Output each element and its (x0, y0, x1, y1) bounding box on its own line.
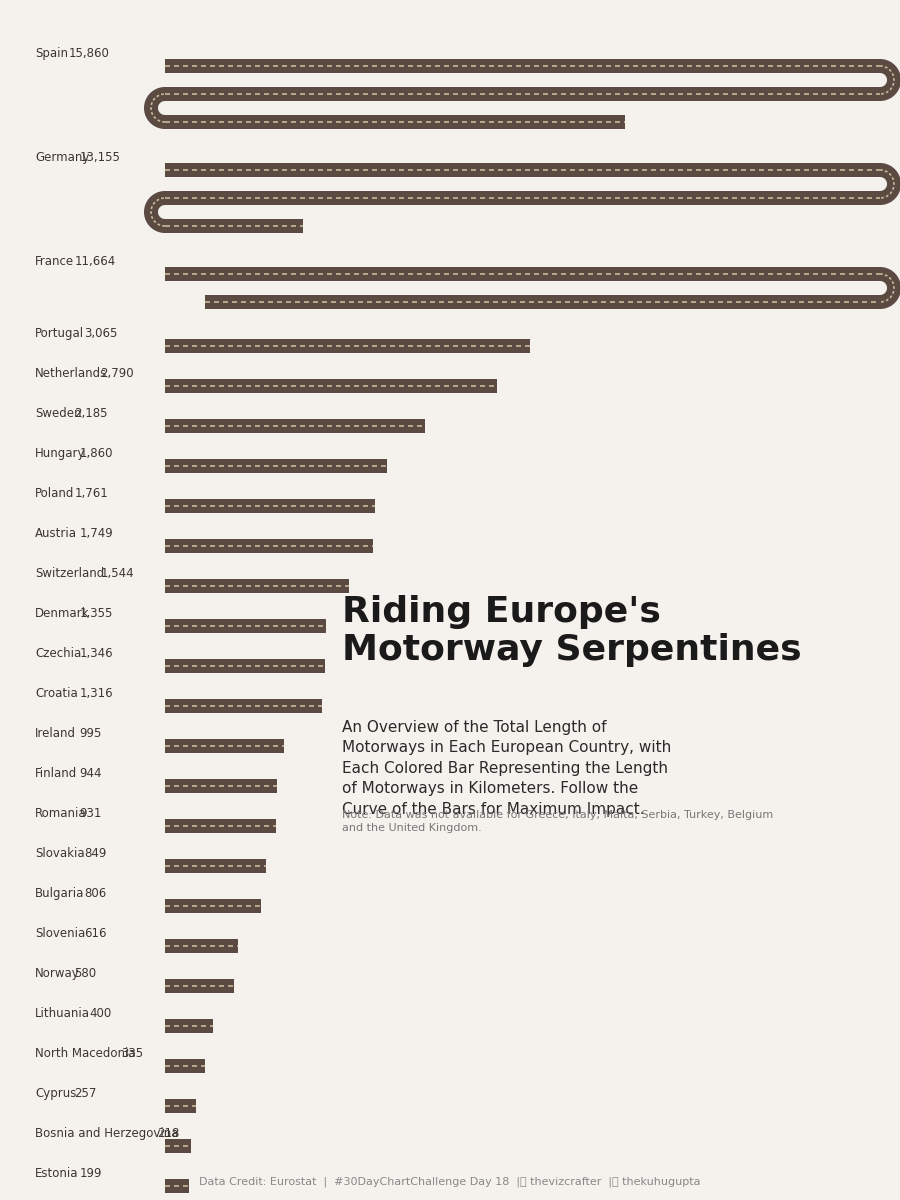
Text: Austria: Austria (35, 527, 77, 540)
Text: Ireland: Ireland (35, 727, 76, 740)
Text: 1,544: 1,544 (100, 566, 134, 580)
Bar (165, 419, 426, 433)
Text: 1,749: 1,749 (79, 527, 113, 540)
Text: 1,860: 1,860 (79, 446, 112, 460)
Bar (165, 499, 375, 514)
Bar (165, 115, 625, 128)
Text: 849: 849 (85, 847, 107, 860)
Text: Lithuania: Lithuania (35, 1007, 90, 1020)
Text: Spain: Spain (35, 47, 68, 60)
Bar (165, 578, 349, 593)
Polygon shape (880, 59, 900, 101)
Text: 13,155: 13,155 (79, 151, 121, 164)
Text: Data Credit: Eurostat  |  #30DayChartChallenge Day 18  |ⓘ thevizcrafter  |🐦 thek: Data Credit: Eurostat | #30DayChartChall… (199, 1177, 701, 1187)
Bar (165, 619, 327, 634)
Text: Croatia: Croatia (35, 686, 77, 700)
Text: Netherlands: Netherlands (35, 367, 107, 380)
Bar (165, 899, 261, 913)
Text: An Overview of the Total Length of
Motorways in Each European Country, with
Each: An Overview of the Total Length of Motor… (342, 720, 671, 816)
Bar (165, 659, 326, 673)
Text: 1,316: 1,316 (79, 686, 113, 700)
Bar (165, 539, 374, 553)
Bar (165, 163, 880, 176)
Text: Slovakia: Slovakia (35, 847, 85, 860)
Text: North Macedonia: North Macedonia (35, 1046, 136, 1060)
Text: Hungary: Hungary (35, 446, 86, 460)
Text: France: France (35, 254, 74, 268)
Bar (165, 191, 880, 205)
Bar (165, 979, 234, 994)
Text: Switzerland: Switzerland (35, 566, 104, 580)
Bar (165, 379, 498, 392)
Bar (165, 59, 880, 73)
Text: 3,065: 3,065 (85, 326, 118, 340)
Text: 1,355: 1,355 (79, 607, 112, 620)
Bar (165, 938, 238, 953)
Text: Riding Europe's
Motorway Serpentines: Riding Europe's Motorway Serpentines (342, 595, 802, 667)
Text: Finland: Finland (35, 767, 77, 780)
Polygon shape (144, 191, 165, 233)
Text: Sweden: Sweden (35, 407, 82, 420)
Bar (205, 295, 880, 308)
Text: 806: 806 (85, 887, 107, 900)
Text: Estonia: Estonia (35, 1166, 78, 1180)
Bar (165, 1019, 212, 1033)
Text: 199: 199 (79, 1166, 102, 1180)
Polygon shape (144, 86, 165, 128)
Text: 944: 944 (79, 767, 102, 780)
Text: 11,664: 11,664 (74, 254, 115, 268)
Bar (165, 218, 302, 233)
Text: Czechia: Czechia (35, 647, 81, 660)
Bar (165, 458, 387, 473)
Bar (165, 1139, 191, 1153)
Polygon shape (880, 163, 900, 205)
Text: 580: 580 (74, 967, 96, 980)
Text: 995: 995 (79, 727, 102, 740)
Bar (165, 818, 276, 833)
Text: 931: 931 (79, 806, 102, 820)
Text: Norway: Norway (35, 967, 80, 980)
Text: 2,790: 2,790 (100, 367, 134, 380)
Text: Cyprus: Cyprus (35, 1087, 76, 1100)
Bar (165, 698, 322, 713)
Text: 1,761: 1,761 (74, 487, 108, 500)
Text: Bosnia and Herzegovina: Bosnia and Herzegovina (35, 1127, 178, 1140)
Bar (165, 1178, 189, 1193)
Text: 218: 218 (158, 1127, 180, 1140)
Text: Note: Data was not available for Greece, Italy, Malta, Serbia, Turkey, Belgium
a: Note: Data was not available for Greece,… (342, 810, 773, 833)
Bar (165, 739, 284, 754)
Text: 616: 616 (85, 926, 107, 940)
Text: 1,346: 1,346 (79, 647, 113, 660)
Text: Romania: Romania (35, 806, 86, 820)
Text: Denmark: Denmark (35, 607, 89, 620)
Text: 15,860: 15,860 (69, 47, 110, 60)
Text: Portugal: Portugal (35, 326, 84, 340)
Text: 257: 257 (74, 1087, 96, 1100)
Bar (165, 779, 277, 793)
Bar (165, 266, 880, 281)
Text: Poland: Poland (35, 487, 75, 500)
Bar (165, 859, 266, 874)
Bar (165, 86, 880, 101)
Bar (165, 1058, 205, 1073)
Text: Bulgaria: Bulgaria (35, 887, 85, 900)
Text: 2,185: 2,185 (74, 407, 108, 420)
Text: Germany: Germany (35, 151, 89, 164)
Bar (165, 338, 530, 353)
Text: 335: 335 (121, 1046, 143, 1060)
Text: 400: 400 (90, 1007, 112, 1020)
Bar (165, 1099, 195, 1114)
Text: Slovenia: Slovenia (35, 926, 86, 940)
Polygon shape (880, 266, 900, 308)
